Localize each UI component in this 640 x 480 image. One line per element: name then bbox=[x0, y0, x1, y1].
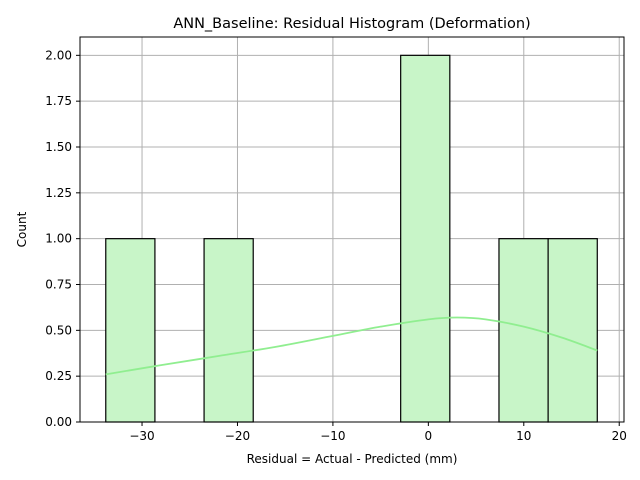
y-tick-label: 1.75 bbox=[45, 94, 72, 108]
histogram-bar bbox=[105, 238, 156, 423]
x-tick-label: 20 bbox=[612, 429, 627, 443]
y-axis-ticks: 0.00 0.25 0.50 0.75 1.00 1.25 1.50 1.75 2.00 bbox=[45, 48, 80, 429]
x-tick-label: −10 bbox=[320, 429, 345, 443]
y-tick-label: 0.25 bbox=[45, 369, 72, 383]
y-tick-label: 0.50 bbox=[45, 323, 72, 337]
x-axis-label: Residual = Actual - Predicted (mm) bbox=[247, 452, 458, 466]
x-tick-label: 0 bbox=[425, 429, 433, 443]
x-axis-ticks: −30 −20 −10 0 10 20 bbox=[129, 422, 627, 443]
histogram-bar bbox=[203, 238, 254, 423]
y-tick-label: 1.00 bbox=[45, 232, 72, 246]
histogram-bar bbox=[400, 54, 451, 423]
plot-frame bbox=[79, 36, 625, 423]
y-tick-label: 2.00 bbox=[45, 48, 72, 62]
x-tick-label: 10 bbox=[516, 429, 531, 443]
y-tick-label: 0.75 bbox=[45, 278, 72, 292]
chart-title: ANN_Baseline: Residual Histogram (Deform… bbox=[173, 16, 530, 32]
x-tick-label: −20 bbox=[225, 429, 250, 443]
histogram-bar bbox=[547, 238, 598, 423]
x-tick-label: −30 bbox=[129, 429, 154, 443]
y-tick-label: 0.00 bbox=[45, 415, 72, 429]
y-axis-label: Count bbox=[15, 211, 29, 247]
kde-curve bbox=[105, 316, 598, 376]
y-tick-label: 1.25 bbox=[45, 186, 72, 200]
y-tick-label: 1.50 bbox=[45, 140, 72, 154]
kde-line bbox=[105, 316, 598, 376]
